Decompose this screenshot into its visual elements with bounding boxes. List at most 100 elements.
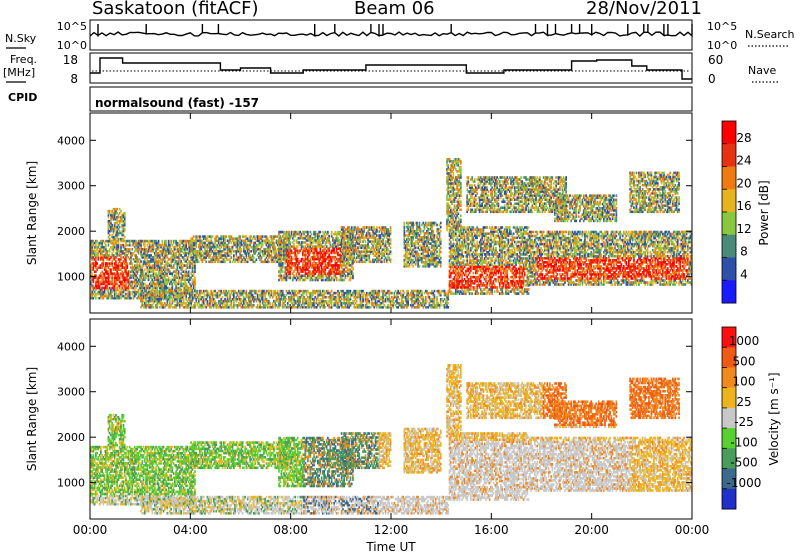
echo-cell (92, 250, 95, 253)
echo-cell (108, 239, 111, 243)
echo-cell (165, 241, 167, 245)
echo-cell (135, 243, 137, 247)
echo-cell (329, 241, 332, 244)
echo-cell (147, 254, 150, 257)
echo-cell (103, 268, 106, 271)
echo-cell (174, 254, 176, 257)
echo-cell (162, 252, 165, 255)
echo-cell (136, 282, 139, 286)
echo-cell (97, 296, 100, 300)
echo-cell (166, 248, 169, 251)
echo-cell (155, 268, 157, 271)
echo-cell (140, 250, 142, 253)
echo-cell (91, 254, 93, 257)
echo-cell (107, 272, 110, 275)
echo-cell (137, 294, 140, 298)
echo-cell (100, 280, 102, 284)
power-data (90, 158, 693, 309)
nsky-panel: N.Sky 10^5 10^0 10^5 10^0 N.Search (5, 19, 795, 52)
echo-cell (105, 262, 107, 265)
echo-cell (101, 258, 103, 261)
echo-cell (135, 276, 137, 280)
echo-cell (113, 256, 116, 259)
echo-cell (136, 276, 139, 280)
echo-cell (140, 274, 142, 277)
echo-cell (143, 258, 146, 261)
echo-cell (151, 264, 154, 267)
echo-cell (165, 243, 167, 247)
echo-cell (147, 270, 150, 273)
echo-cell (131, 274, 134, 277)
echo-cell (148, 262, 151, 265)
echo-cell (164, 270, 166, 273)
echo-cell (121, 250, 124, 253)
echo-cell (98, 292, 101, 296)
echo-cell (117, 258, 120, 261)
echo-cell (147, 245, 150, 249)
echo-cell (151, 243, 154, 247)
echo-cell (117, 239, 120, 243)
echo-cell (156, 243, 159, 247)
echo-cell (116, 252, 118, 255)
echo-cell (172, 254, 175, 257)
echo-cell (130, 284, 132, 288)
echo-cell (136, 258, 139, 261)
echo-cell (147, 248, 150, 251)
echo-cell (143, 268, 146, 271)
echo-cell (117, 274, 120, 277)
echo-cell (152, 274, 155, 277)
echo-cell (138, 296, 141, 300)
echo-cell (150, 280, 152, 284)
echo-cell (108, 292, 111, 296)
echo-cell (147, 268, 150, 271)
echo-cell (93, 276, 96, 280)
echo-cell (152, 306, 155, 309)
echo-cell (112, 284, 115, 288)
echo-cell (130, 296, 132, 300)
echo-cell (133, 250, 136, 253)
echo-cell (171, 250, 174, 253)
echo-cell (122, 250, 125, 253)
echo-cell (95, 258, 97, 261)
echo-cell (156, 245, 159, 249)
echo-cell (146, 268, 149, 271)
echo-cell (164, 286, 166, 290)
echo-cell (141, 286, 144, 290)
echo-cell (148, 274, 151, 277)
echo-cell (125, 239, 127, 243)
echo-cell (155, 254, 157, 257)
echo-cell (167, 239, 170, 243)
echo-cell (141, 254, 144, 257)
echo-cell (133, 264, 136, 267)
echo-cell (175, 276, 177, 280)
echo-cell (389, 246, 392, 249)
echo-cell (132, 241, 135, 245)
echo-cell (192, 235, 195, 238)
echo-cell (171, 284, 174, 288)
echo-cell (106, 256, 108, 259)
echo-cell (133, 280, 136, 284)
echo-cell (108, 280, 111, 284)
echo-cell (135, 292, 137, 296)
echo-cell (132, 252, 135, 255)
echo-cell (171, 278, 174, 282)
echo-cell (151, 278, 154, 282)
echo-cell (162, 272, 165, 275)
echo-cell (113, 278, 116, 282)
echo-cell (103, 266, 106, 269)
echo-cell (142, 286, 145, 290)
echo-cell (95, 286, 97, 290)
echo-cell (307, 230, 309, 234)
echo-cell (148, 286, 151, 290)
echo-cell (111, 286, 113, 290)
echo-cell (128, 292, 131, 296)
echo-cell (151, 282, 154, 286)
echo-cell (96, 254, 98, 257)
echo-cell (127, 252, 130, 255)
echo-cell (96, 292, 98, 296)
echo-cell (170, 241, 172, 245)
echo-cell (162, 274, 165, 277)
echo-cell (126, 254, 129, 257)
echo-cell (146, 291, 149, 295)
echo-cell (154, 252, 156, 255)
